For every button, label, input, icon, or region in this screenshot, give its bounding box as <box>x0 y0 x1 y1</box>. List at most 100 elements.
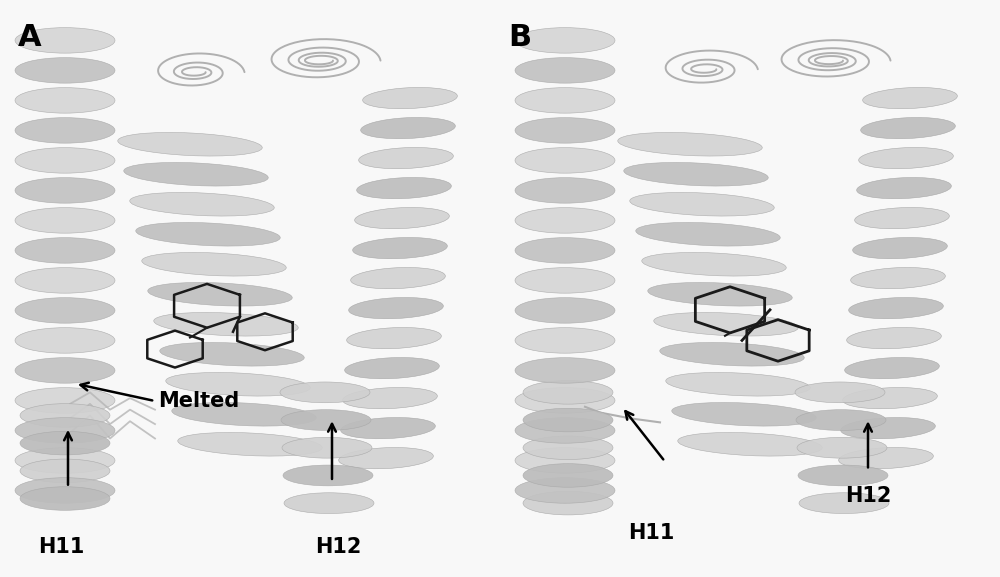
Ellipse shape <box>172 403 316 426</box>
Ellipse shape <box>130 193 274 216</box>
Ellipse shape <box>523 436 613 459</box>
Bar <box>500 0 1000 577</box>
Ellipse shape <box>20 432 110 455</box>
Ellipse shape <box>523 409 613 432</box>
Ellipse shape <box>124 163 268 186</box>
Ellipse shape <box>20 487 110 510</box>
Ellipse shape <box>142 253 286 276</box>
Ellipse shape <box>515 478 615 503</box>
Ellipse shape <box>515 208 615 233</box>
Text: H12: H12 <box>845 486 891 506</box>
Ellipse shape <box>845 358 939 379</box>
Ellipse shape <box>515 238 615 263</box>
Ellipse shape <box>20 404 110 427</box>
Ellipse shape <box>361 118 455 138</box>
Text: B: B <box>508 23 531 52</box>
Ellipse shape <box>343 388 437 409</box>
Ellipse shape <box>351 268 445 288</box>
Ellipse shape <box>282 437 372 458</box>
Ellipse shape <box>15 88 115 113</box>
Ellipse shape <box>515 448 615 473</box>
Ellipse shape <box>523 492 613 515</box>
Ellipse shape <box>515 328 615 353</box>
Ellipse shape <box>15 418 115 443</box>
Ellipse shape <box>839 448 933 469</box>
Ellipse shape <box>15 328 115 353</box>
Ellipse shape <box>849 298 943 319</box>
Ellipse shape <box>118 133 262 156</box>
Ellipse shape <box>861 118 955 138</box>
Ellipse shape <box>15 178 115 203</box>
Ellipse shape <box>15 118 115 143</box>
Ellipse shape <box>15 58 115 83</box>
Ellipse shape <box>341 418 435 439</box>
Ellipse shape <box>797 437 887 458</box>
Text: A: A <box>18 23 42 52</box>
Ellipse shape <box>851 268 945 288</box>
Ellipse shape <box>136 223 280 246</box>
Ellipse shape <box>853 238 947 258</box>
Ellipse shape <box>666 373 810 396</box>
Ellipse shape <box>284 493 374 514</box>
Ellipse shape <box>178 433 322 456</box>
Ellipse shape <box>515 268 615 293</box>
Ellipse shape <box>15 238 115 263</box>
Ellipse shape <box>843 388 937 409</box>
Ellipse shape <box>355 208 449 228</box>
Text: H11: H11 <box>628 523 674 544</box>
Ellipse shape <box>515 358 615 383</box>
Text: H11: H11 <box>38 537 84 557</box>
Ellipse shape <box>339 448 433 469</box>
Ellipse shape <box>15 148 115 173</box>
Ellipse shape <box>15 268 115 293</box>
Ellipse shape <box>515 298 615 323</box>
Ellipse shape <box>660 343 804 366</box>
Ellipse shape <box>857 178 951 198</box>
Ellipse shape <box>15 298 115 323</box>
Ellipse shape <box>515 58 615 83</box>
Ellipse shape <box>347 328 441 349</box>
Ellipse shape <box>160 343 304 366</box>
Ellipse shape <box>353 238 447 258</box>
Ellipse shape <box>281 410 371 430</box>
Ellipse shape <box>863 88 957 108</box>
Ellipse shape <box>515 118 615 143</box>
Ellipse shape <box>523 381 613 404</box>
Ellipse shape <box>798 465 888 486</box>
Ellipse shape <box>648 283 792 306</box>
Ellipse shape <box>15 208 115 233</box>
Ellipse shape <box>363 88 457 108</box>
Ellipse shape <box>154 313 298 336</box>
Ellipse shape <box>642 253 786 276</box>
Ellipse shape <box>15 388 115 413</box>
Ellipse shape <box>15 478 115 503</box>
Ellipse shape <box>523 464 613 487</box>
Ellipse shape <box>841 418 935 439</box>
Ellipse shape <box>515 88 615 113</box>
Ellipse shape <box>345 358 439 379</box>
Ellipse shape <box>280 382 370 403</box>
Ellipse shape <box>283 465 373 486</box>
Ellipse shape <box>654 313 798 336</box>
Ellipse shape <box>678 433 822 456</box>
Ellipse shape <box>799 493 889 514</box>
Ellipse shape <box>15 28 115 53</box>
Ellipse shape <box>624 163 768 186</box>
Ellipse shape <box>636 223 780 246</box>
Ellipse shape <box>515 148 615 173</box>
Ellipse shape <box>166 373 310 396</box>
Ellipse shape <box>15 358 115 383</box>
Ellipse shape <box>349 298 443 319</box>
Ellipse shape <box>618 133 762 156</box>
Ellipse shape <box>672 403 816 426</box>
Ellipse shape <box>515 178 615 203</box>
Ellipse shape <box>357 178 451 198</box>
Ellipse shape <box>859 148 953 168</box>
Text: H12: H12 <box>315 537 361 557</box>
Ellipse shape <box>515 28 615 53</box>
Ellipse shape <box>855 208 949 228</box>
Ellipse shape <box>20 459 110 482</box>
Ellipse shape <box>796 410 886 430</box>
Ellipse shape <box>630 193 774 216</box>
Ellipse shape <box>515 418 615 443</box>
